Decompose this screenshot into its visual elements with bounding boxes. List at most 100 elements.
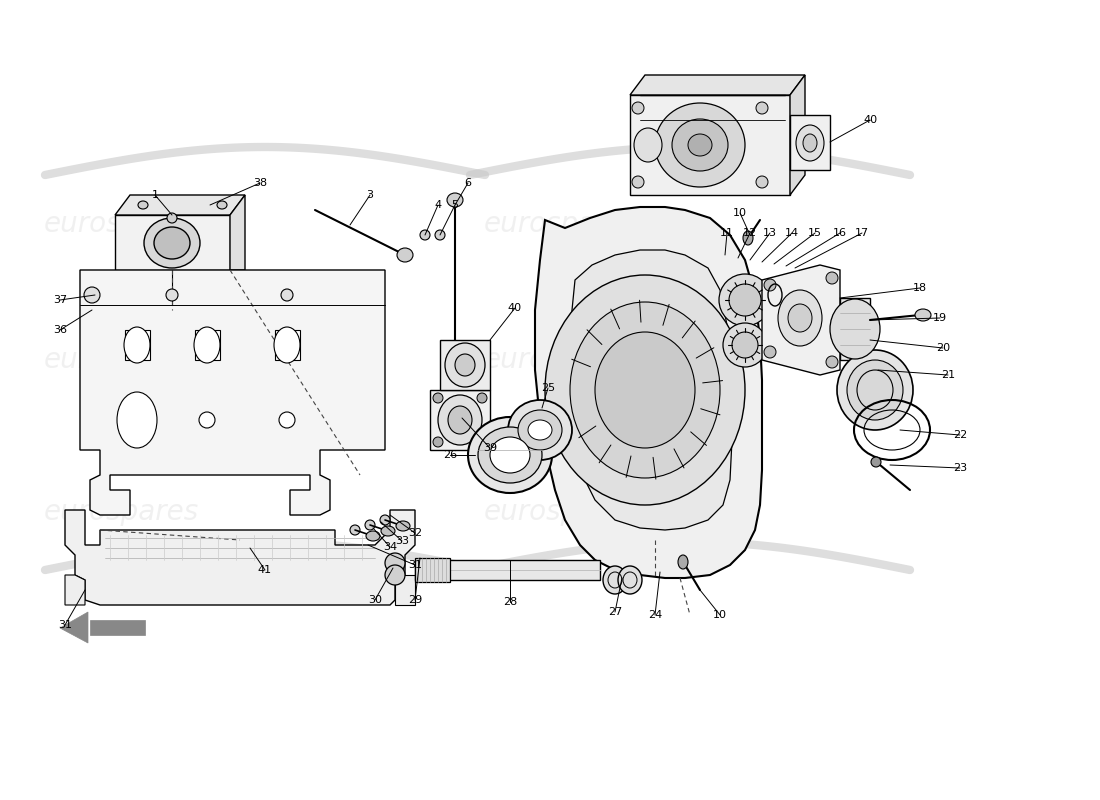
Ellipse shape bbox=[544, 275, 745, 505]
Ellipse shape bbox=[385, 553, 405, 573]
Text: 28: 28 bbox=[503, 597, 517, 607]
Text: 31: 31 bbox=[58, 620, 72, 630]
Text: 27: 27 bbox=[608, 607, 623, 617]
Text: 31: 31 bbox=[408, 560, 422, 570]
Text: 38: 38 bbox=[253, 178, 267, 188]
Ellipse shape bbox=[434, 230, 446, 240]
Ellipse shape bbox=[438, 395, 482, 445]
Polygon shape bbox=[630, 75, 805, 95]
Ellipse shape bbox=[632, 102, 644, 114]
Ellipse shape bbox=[915, 309, 931, 321]
Polygon shape bbox=[125, 330, 150, 360]
Text: 12: 12 bbox=[742, 228, 757, 238]
Text: 1: 1 bbox=[152, 190, 158, 200]
Text: eurospares: eurospares bbox=[484, 498, 639, 526]
Polygon shape bbox=[395, 575, 415, 605]
Text: 32: 32 bbox=[408, 528, 422, 538]
Ellipse shape bbox=[729, 284, 761, 316]
Ellipse shape bbox=[478, 427, 542, 483]
Ellipse shape bbox=[595, 332, 695, 448]
Text: 33: 33 bbox=[395, 536, 409, 546]
Polygon shape bbox=[60, 612, 88, 643]
Polygon shape bbox=[415, 558, 450, 582]
Ellipse shape bbox=[742, 231, 754, 245]
Text: 4: 4 bbox=[434, 200, 441, 210]
Ellipse shape bbox=[632, 176, 644, 188]
Text: 10: 10 bbox=[713, 610, 727, 620]
Polygon shape bbox=[90, 620, 145, 635]
Ellipse shape bbox=[518, 410, 562, 450]
Text: eurospares: eurospares bbox=[44, 498, 199, 526]
Text: 14: 14 bbox=[785, 228, 799, 238]
Polygon shape bbox=[535, 207, 762, 578]
Polygon shape bbox=[430, 390, 490, 450]
Text: eurospares: eurospares bbox=[484, 346, 639, 374]
Polygon shape bbox=[116, 195, 245, 215]
Text: 30: 30 bbox=[368, 595, 382, 605]
Text: 3: 3 bbox=[366, 190, 374, 200]
Ellipse shape bbox=[447, 193, 463, 207]
Text: 11: 11 bbox=[720, 228, 734, 238]
Polygon shape bbox=[230, 195, 245, 270]
Ellipse shape bbox=[366, 531, 379, 541]
Ellipse shape bbox=[279, 412, 295, 428]
Polygon shape bbox=[65, 575, 85, 605]
Text: 19: 19 bbox=[933, 313, 947, 323]
Ellipse shape bbox=[477, 393, 487, 403]
Text: 22: 22 bbox=[953, 430, 967, 440]
Text: 39: 39 bbox=[483, 443, 497, 453]
Ellipse shape bbox=[788, 304, 812, 332]
Polygon shape bbox=[762, 265, 840, 375]
Ellipse shape bbox=[723, 323, 767, 367]
Ellipse shape bbox=[528, 420, 552, 440]
Ellipse shape bbox=[756, 102, 768, 114]
Text: 36: 36 bbox=[53, 325, 67, 335]
Text: 40: 40 bbox=[508, 303, 522, 313]
Text: 15: 15 bbox=[808, 228, 822, 238]
Ellipse shape bbox=[764, 279, 776, 291]
Ellipse shape bbox=[379, 515, 390, 525]
Polygon shape bbox=[790, 115, 830, 170]
Text: eurospares: eurospares bbox=[484, 210, 639, 238]
Polygon shape bbox=[116, 215, 230, 270]
Text: 41: 41 bbox=[257, 565, 272, 575]
Ellipse shape bbox=[194, 327, 220, 363]
Ellipse shape bbox=[274, 327, 300, 363]
Ellipse shape bbox=[396, 521, 410, 531]
Ellipse shape bbox=[217, 201, 227, 209]
Text: 21: 21 bbox=[940, 370, 955, 380]
Ellipse shape bbox=[397, 248, 412, 262]
Ellipse shape bbox=[433, 437, 443, 447]
Ellipse shape bbox=[654, 103, 745, 187]
Ellipse shape bbox=[847, 360, 903, 420]
Polygon shape bbox=[840, 298, 870, 360]
Text: 25: 25 bbox=[541, 383, 556, 393]
Ellipse shape bbox=[764, 346, 776, 358]
Ellipse shape bbox=[803, 134, 817, 152]
Ellipse shape bbox=[433, 393, 443, 403]
Text: 34: 34 bbox=[383, 542, 397, 552]
Text: 23: 23 bbox=[953, 463, 967, 473]
Ellipse shape bbox=[778, 290, 822, 346]
Ellipse shape bbox=[124, 327, 150, 363]
Ellipse shape bbox=[477, 437, 487, 447]
Ellipse shape bbox=[732, 332, 758, 358]
Ellipse shape bbox=[448, 406, 472, 434]
Polygon shape bbox=[195, 330, 220, 360]
Text: 24: 24 bbox=[648, 610, 662, 620]
Text: 13: 13 bbox=[763, 228, 777, 238]
Ellipse shape bbox=[280, 289, 293, 301]
Ellipse shape bbox=[199, 412, 214, 428]
Polygon shape bbox=[80, 270, 385, 515]
Ellipse shape bbox=[446, 343, 485, 387]
Text: 10: 10 bbox=[733, 208, 747, 218]
Ellipse shape bbox=[688, 134, 712, 156]
Ellipse shape bbox=[144, 218, 200, 268]
Polygon shape bbox=[415, 560, 600, 580]
Ellipse shape bbox=[166, 289, 178, 301]
Text: 6: 6 bbox=[464, 178, 472, 188]
Text: 20: 20 bbox=[936, 343, 950, 353]
Ellipse shape bbox=[490, 437, 530, 473]
Ellipse shape bbox=[618, 566, 642, 594]
Ellipse shape bbox=[678, 555, 688, 569]
